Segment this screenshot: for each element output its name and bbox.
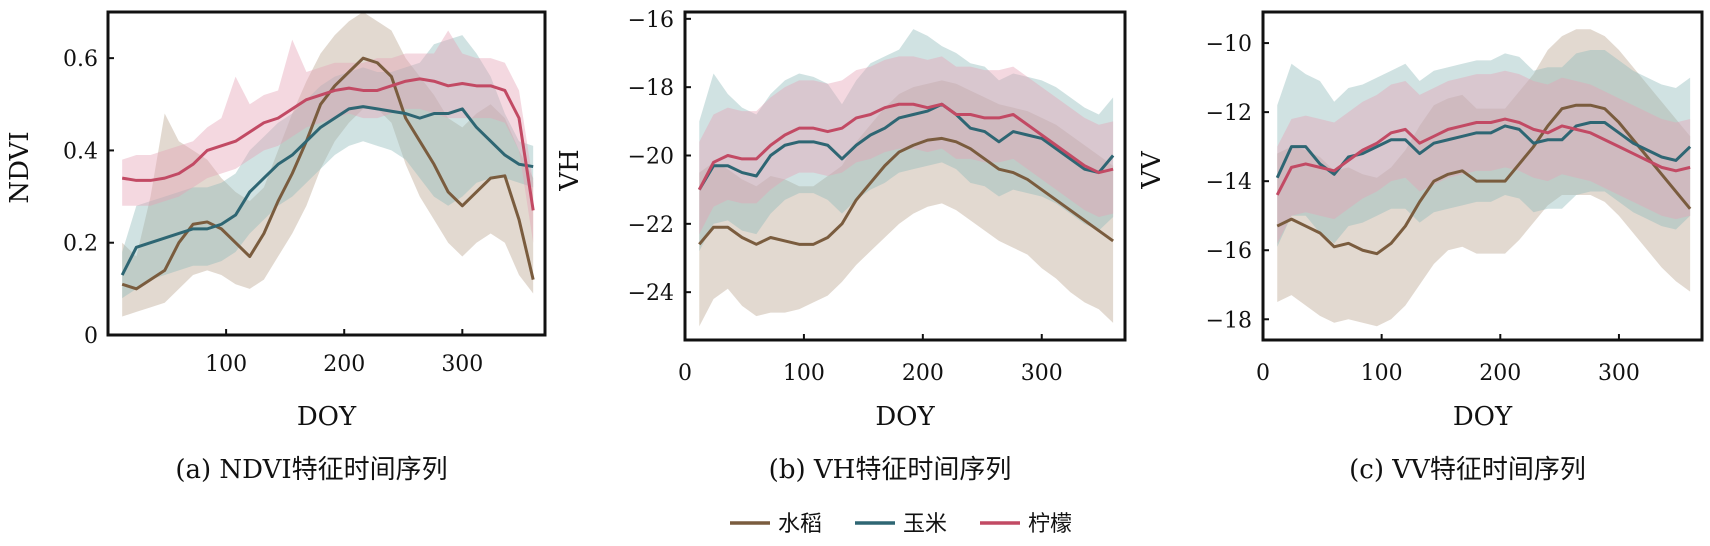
legend-label: 玉米	[903, 512, 947, 537]
line-corn	[1275, 120, 1692, 179]
y-tick-label: −10	[1206, 32, 1252, 57]
y-tick-label: 0	[84, 324, 98, 349]
line-rice	[1276, 103, 1692, 256]
y-tick-label: −18	[628, 76, 674, 101]
x-tick-label: 200	[902, 361, 944, 386]
band-lemon	[1277, 70, 1691, 244]
chart-panel-2: 0 100 200 300 −24 −22 −20 −18 −16 DOY VH (b) VH特征时间…	[555, 8, 1127, 485]
x-tick-label: 100	[783, 361, 825, 386]
y-tick-label: −18	[1206, 308, 1252, 333]
plot-area	[120, 12, 535, 317]
plot-frame	[1261, 10, 1704, 342]
band-corn	[699, 29, 1114, 252]
band-rice	[122, 12, 534, 317]
x-tick-label: 100	[1361, 361, 1403, 386]
band-rice	[699, 80, 1114, 327]
y-axis-title: VV	[1137, 150, 1167, 190]
x-tick-label: 100	[205, 352, 247, 377]
y-tick-label: −12	[1206, 101, 1252, 126]
line-lemon	[1275, 117, 1691, 196]
x-tick-label: 200	[323, 352, 365, 377]
x-tick-label: 300	[1598, 361, 1640, 386]
y-tick-label: 0.2	[63, 232, 98, 257]
panel-caption: (a) NDVI特征时间序列	[175, 455, 447, 485]
y-tick-label: −24	[628, 281, 674, 306]
line-corn	[120, 105, 534, 276]
x-tick-label: 300	[441, 352, 483, 377]
plot-frame	[683, 10, 1127, 342]
line-rice	[121, 56, 535, 291]
plot-area	[697, 29, 1115, 327]
line-rice	[698, 136, 1114, 246]
y-tick-label: 0.4	[63, 139, 98, 164]
legend-item-rice: 水稻	[730, 512, 822, 537]
y-tick-label: 0.6	[63, 47, 98, 72]
x-tick-label: 200	[1479, 361, 1521, 386]
plot-frame	[106, 10, 547, 337]
band-corn	[1277, 49, 1691, 247]
legend-item-lemon: 柠檬	[980, 512, 1072, 537]
x-axis-title: DOY	[875, 402, 935, 432]
y-axis-title: VH	[555, 149, 585, 191]
legend-label: 柠檬	[1028, 512, 1072, 537]
line-lemon	[697, 102, 1114, 191]
y-tick-label: −22	[628, 213, 674, 238]
x-tick-label: 300	[1021, 361, 1063, 386]
y-tick-label: −16	[1206, 239, 1252, 264]
legend: 水稻 玉米 柠檬	[730, 512, 1072, 537]
legend-label: 水稻	[778, 512, 822, 537]
band-lemon	[122, 30, 534, 243]
x-axis-title: DOY	[297, 402, 357, 432]
x-axis-title: DOY	[1453, 402, 1513, 432]
legend-item-corn: 玉米	[855, 512, 947, 537]
y-tick-label: −16	[628, 8, 674, 33]
y-tick-label: −14	[1206, 170, 1252, 195]
x-tick-label: 0	[1256, 361, 1270, 386]
line-lemon	[121, 77, 535, 211]
band-lemon	[699, 56, 1114, 235]
chart-panel-3: 0 100 200 300 −18 −16 −14 −12 −10 DOY VV (c) VV特征时间…	[1137, 10, 1704, 485]
line-corn	[697, 102, 1115, 191]
x-tick-label: 0	[678, 361, 692, 386]
panel-caption: (c) VV特征时间序列	[1349, 455, 1586, 485]
y-tick-label: −20	[628, 145, 674, 170]
panel-caption: (b) VH特征时间序列	[769, 455, 1012, 485]
chart-panel-1: 100 200 300 0 0.2 0.4 0.6 DOY NDVI (a) NDVI特征时间序列	[5, 10, 547, 485]
y-axis-title: NDVI	[5, 131, 35, 203]
plot-area	[1275, 29, 1692, 327]
